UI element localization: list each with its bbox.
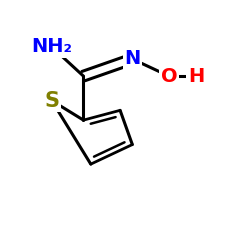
Text: O: O [161,66,177,86]
Text: S: S [44,90,59,110]
Text: H: H [188,66,204,86]
Text: NH₂: NH₂ [31,37,72,56]
Text: N: N [124,50,140,68]
